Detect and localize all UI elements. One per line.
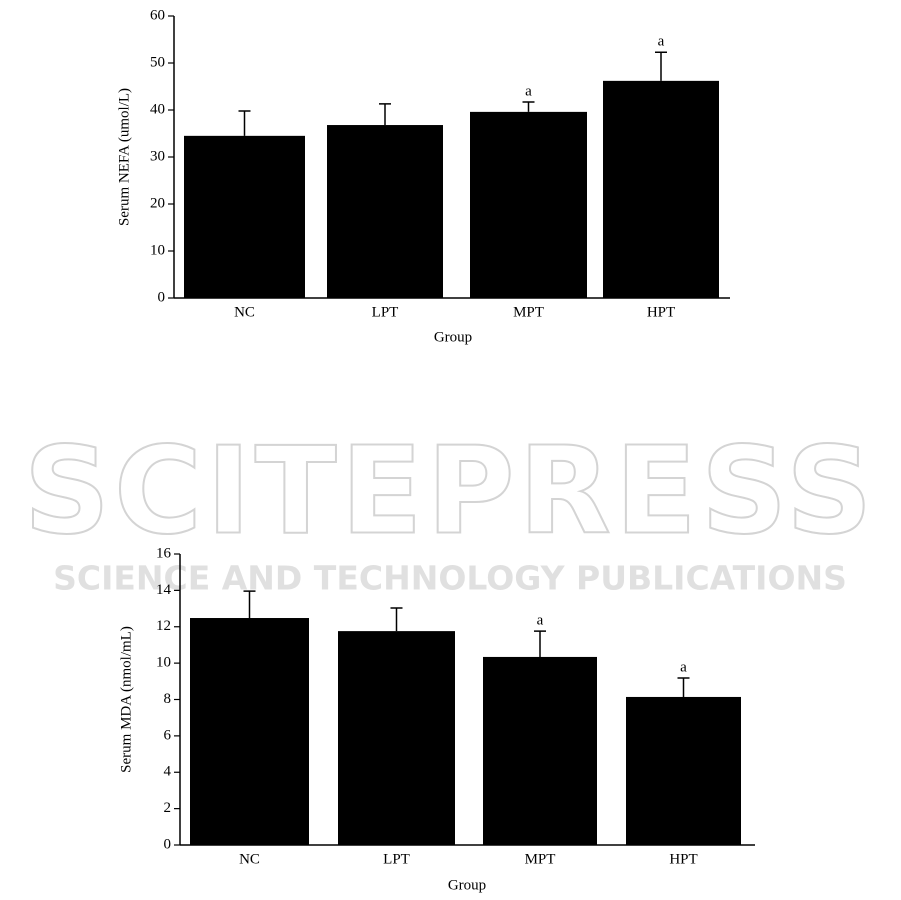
x-tick-label: HPT bbox=[669, 851, 697, 867]
x-tick-label: LPT bbox=[372, 304, 399, 320]
y-tick-label: 2 bbox=[164, 800, 172, 816]
y-tick-label: 6 bbox=[164, 727, 172, 743]
x-tick-label: NC bbox=[234, 304, 255, 320]
y-tick-label: 0 bbox=[164, 836, 172, 852]
y-tick-label: 20 bbox=[150, 195, 165, 211]
x-tick-label: MPT bbox=[525, 851, 556, 867]
y-tick-label: 50 bbox=[150, 54, 165, 70]
annotation: a bbox=[537, 613, 544, 629]
y-tick-label: 8 bbox=[164, 691, 172, 707]
error-bar bbox=[243, 590, 256, 619]
bar bbox=[603, 80, 719, 298]
bar bbox=[626, 696, 741, 845]
x-tick-label: NC bbox=[239, 851, 260, 867]
y-tick-label: 16 bbox=[156, 545, 172, 561]
bar bbox=[190, 618, 309, 845]
bar bbox=[338, 631, 455, 845]
annotation: a bbox=[658, 34, 665, 50]
y-axis-label: Serum MDA (nmol/mL) bbox=[118, 626, 134, 773]
x-axis-label: Group bbox=[434, 329, 472, 345]
y-tick-label: 0 bbox=[158, 289, 166, 305]
y-tick-label: 40 bbox=[150, 101, 165, 117]
error-bar bbox=[390, 607, 403, 632]
bar bbox=[184, 135, 305, 298]
y-tick-label: 12 bbox=[156, 618, 171, 634]
x-tick-label: HPT bbox=[647, 304, 675, 320]
error-bar bbox=[238, 110, 251, 136]
bar bbox=[483, 656, 597, 845]
y-tick-label: 60 bbox=[150, 7, 165, 23]
y-tick-label: 10 bbox=[156, 655, 171, 671]
y-tick-label: 10 bbox=[150, 242, 165, 258]
error-bar bbox=[677, 677, 690, 697]
error-bar bbox=[379, 103, 391, 126]
bar bbox=[470, 111, 587, 298]
y-axis-label: Serum NEFA (umol/L) bbox=[116, 88, 132, 226]
watermark-subtitle: SCIENCE AND TECHNOLOGY PUBLICATIONS bbox=[53, 559, 847, 598]
x-tick-label: LPT bbox=[383, 851, 410, 867]
y-tick-label: 4 bbox=[164, 764, 172, 780]
y-tick-label: 30 bbox=[150, 148, 165, 164]
y-tick-label: 14 bbox=[156, 582, 172, 598]
error-bar bbox=[534, 630, 546, 657]
x-axis-label: Group bbox=[448, 877, 486, 893]
x-tick-label: MPT bbox=[513, 304, 544, 320]
annotation: a bbox=[525, 83, 532, 99]
bar bbox=[327, 125, 443, 298]
watermark-title: SCITEPRESS bbox=[24, 423, 877, 562]
error-bar bbox=[655, 51, 667, 81]
annotation: a bbox=[680, 659, 687, 675]
error-bar bbox=[522, 101, 535, 112]
